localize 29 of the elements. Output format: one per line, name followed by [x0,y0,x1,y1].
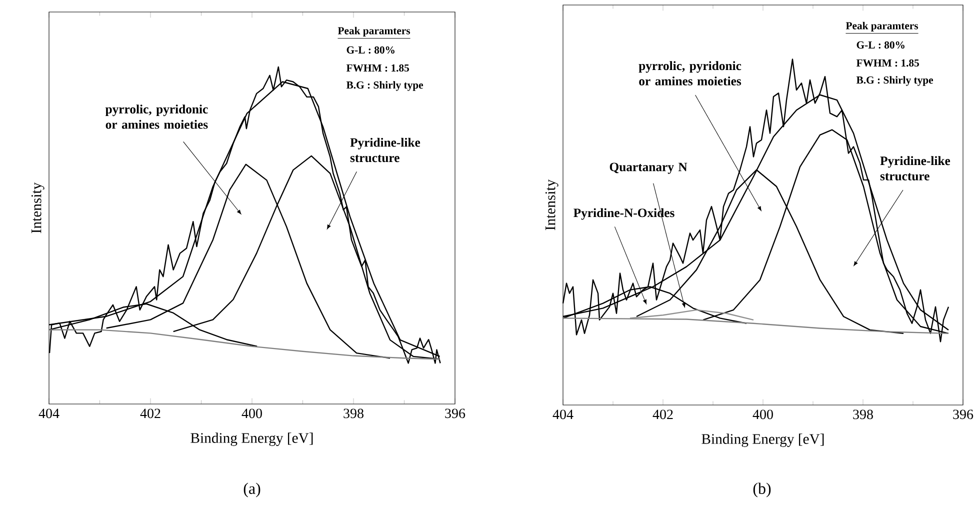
annotation: pyrrolic, pyridonic or amines moieties [105,104,208,129]
text: (a) [244,482,260,498]
x-tick-label: 398 [853,410,873,420]
x-tick-label: 400 [752,410,773,420]
text: G-L : 80% [856,41,904,49]
text: G-L : 80% [346,46,394,54]
y-axis-title: Intensity [31,182,44,234]
x-axis-title: Binding Energy [eV] [190,432,313,446]
annotation: Quartanary N [610,162,688,174]
text: Peak paramters [846,22,918,32]
annotation: Pyridine-like structure [350,138,420,162]
annotation: FWHM : 1.85 [346,64,409,72]
text: (b) [753,482,771,498]
annotation: pyrrolic, pyridonic or amines moieties [638,61,742,86]
y-axis-title: Intensity [545,179,558,230]
text: Peak paramters [338,26,410,36]
annotation: B.G : Shirly type [346,81,424,91]
annotation: Pyridine-like structure [880,156,950,180]
x-axis-title: Binding Energy [eV] [702,434,824,447]
x-tick-label: 404 [552,410,574,420]
annotation: FWHM : 1.85 [856,59,919,67]
annotation: B.G : Shirly type [856,76,934,86]
x-tick-label: 402 [652,410,673,420]
x-tick-label: 398 [344,408,364,418]
x-tick-label: 396 [445,408,466,418]
x-tick-label: 396 [953,410,974,420]
x-tick-label: 404 [38,408,60,418]
x-tick-label: 402 [140,408,160,418]
x-tick-label: 400 [242,408,262,418]
